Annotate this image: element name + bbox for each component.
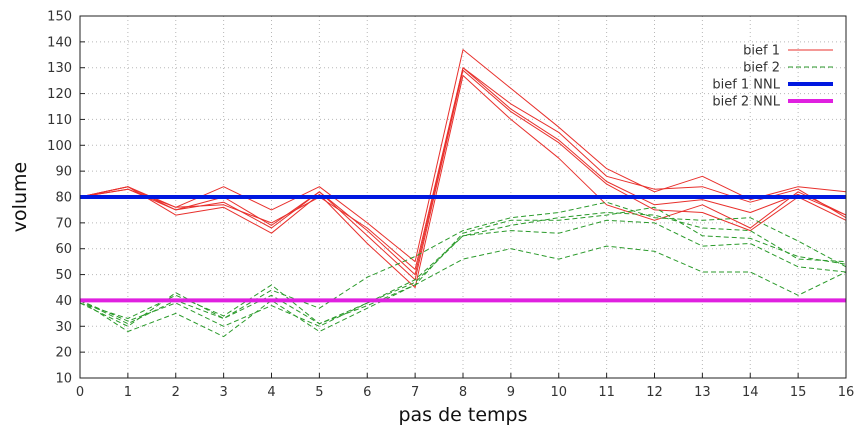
data-lines (79, 49, 847, 338)
y-tick-label: 60 (55, 242, 72, 257)
y-tick-label: 100 (47, 139, 72, 154)
x-tick-label: 7 (411, 385, 419, 400)
legend: bief 1 bief 2 bief 1 NNL bief 2 NNL (712, 44, 833, 110)
x-tick-label: 16 (838, 385, 855, 400)
plot-frame (79, 15, 847, 379)
x-tick-label: 5 (315, 385, 323, 400)
bief-1-line (79, 69, 847, 281)
x-tick-label: 0 (76, 385, 84, 400)
legend-label-bief-2-nnl: bief 2 NNL (712, 95, 780, 110)
y-tick-label: 110 (47, 113, 72, 128)
legend-label-bief-1-nnl: bief 1 NNL (712, 78, 780, 93)
bief-1-line (79, 75, 847, 288)
x-tick-label: 14 (742, 385, 759, 400)
y-tick-label: 40 (55, 294, 72, 309)
y-tick-label: 80 (55, 191, 72, 206)
y-tick-label: 30 (55, 320, 72, 335)
x-tick-label: 11 (598, 385, 615, 400)
legend-label-bief-1: bief 1 (743, 44, 780, 59)
y-tick-label: 150 (47, 10, 72, 25)
x-tick-label: 9 (507, 385, 515, 400)
x-tick-label: 2 (172, 385, 180, 400)
x-tick-label: 12 (646, 385, 663, 400)
bief-2-line (79, 212, 847, 325)
bief-2-line (79, 201, 847, 325)
y-axis-label: volume (9, 162, 31, 232)
y-tick-label: 50 (55, 268, 72, 283)
bief-2-line (79, 206, 847, 327)
x-tick-label: 1 (124, 385, 132, 400)
bief-2-line (79, 245, 847, 338)
y-tick-label: 20 (55, 346, 72, 361)
x-tick-label: 15 (790, 385, 807, 400)
x-tick-label: 6 (363, 385, 371, 400)
y-tick-label: 70 (55, 216, 72, 231)
legend-label-bief-2: bief 2 (743, 61, 780, 76)
y-tick-label: 140 (47, 35, 72, 50)
y-tick-label: 130 (47, 61, 72, 76)
x-tick-label: 13 (694, 385, 711, 400)
bief-1-line (79, 49, 847, 263)
bief-1-line (79, 67, 847, 276)
y-tick-label: 120 (47, 87, 72, 102)
y-tick-label: 10 (55, 372, 72, 387)
x-tick-label: 10 (550, 385, 567, 400)
x-axis-label: pas de temps (398, 404, 527, 426)
x-tick-label: 3 (219, 385, 227, 400)
y-tick-label: 90 (55, 165, 72, 180)
x-tick-label: 8 (459, 385, 467, 400)
tick-labels: 0 1 2 3 4 5 6 7 8 9 10 11 12 13 14 15 161020304050607080… (47, 10, 854, 401)
x-tick-label: 4 (267, 385, 275, 400)
